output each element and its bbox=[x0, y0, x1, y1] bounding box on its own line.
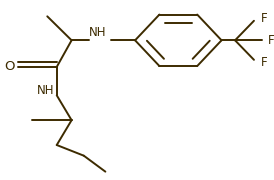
Text: NH: NH bbox=[37, 84, 55, 96]
Text: F: F bbox=[261, 12, 267, 25]
Text: F: F bbox=[267, 34, 274, 47]
Text: F: F bbox=[261, 56, 267, 69]
Text: O: O bbox=[4, 60, 15, 73]
Text: NH: NH bbox=[89, 26, 106, 39]
